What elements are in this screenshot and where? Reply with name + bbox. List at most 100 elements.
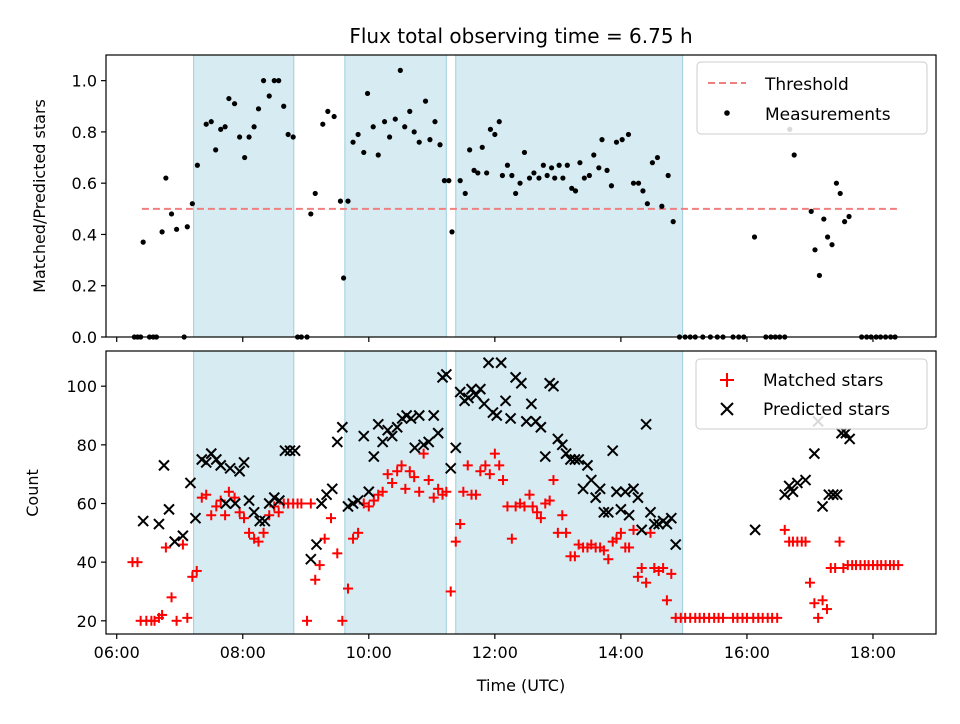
measurement-point [386, 134, 393, 140]
measurement-point [471, 167, 477, 173]
matched-star-point [428, 492, 439, 503]
predicted-star-point [305, 553, 317, 565]
y-tick-label: 20 [77, 612, 97, 631]
top-axes-frame [105, 54, 937, 338]
measurement-point [407, 108, 413, 114]
predicted-star-point [474, 383, 487, 395]
matched-star-point [809, 598, 820, 609]
matched-star-point [433, 483, 444, 494]
predicted-star-point [515, 377, 528, 389]
matched-star-point [494, 460, 505, 471]
predicted-star-point [520, 415, 533, 428]
measurement-point [345, 198, 351, 204]
measurement-point [560, 175, 566, 181]
measurement-point [670, 219, 676, 225]
measurement-point [536, 175, 542, 181]
predicted-star-point [835, 427, 848, 439]
shaded-interval-2 [455, 350, 684, 635]
predicted-star-point [547, 380, 560, 392]
predicted-star-point [386, 430, 398, 442]
matched-star-point [489, 448, 500, 459]
matched-star-point [353, 527, 364, 538]
matched-star-point [717, 612, 728, 623]
predicted-star-point [289, 445, 301, 457]
predicted-star-point [220, 497, 232, 510]
measurement-point [577, 160, 583, 166]
measurement-point [355, 131, 361, 138]
measurement-point [540, 162, 546, 168]
predicted-star-point [279, 445, 291, 457]
measurement-point [509, 172, 515, 179]
predicted-star-point [499, 395, 512, 407]
matched-star-point [400, 483, 411, 494]
measurement-point [255, 106, 262, 112]
measurement-point [140, 239, 146, 245]
bottom-shaded-intervals [193, 350, 684, 635]
predicted-star-point [648, 518, 660, 530]
measurement-point [260, 78, 267, 84]
matched-star-point [363, 501, 374, 512]
bottom-predicted-points [137, 357, 856, 565]
matched-star-point [561, 527, 572, 538]
predicted-star-point [635, 524, 648, 536]
measurement-point [222, 124, 228, 130]
measurement-point [654, 154, 661, 161]
measurement-point [833, 180, 840, 186]
predicted-star-point [791, 477, 804, 489]
matched-star-point [611, 533, 622, 544]
matched-star-point [615, 527, 626, 538]
matched-star-point [506, 533, 517, 544]
predicted-star-point [248, 506, 260, 519]
x-tick-label: 10:00 [346, 643, 392, 662]
measurement-point [441, 178, 448, 184]
measurement-point [552, 175, 558, 181]
measurement-point [816, 272, 823, 279]
measurement-point [812, 247, 818, 253]
legend-predicted-label: Predicted stars [763, 400, 890, 420]
matched-star-point [220, 510, 231, 521]
predicted-star-point [661, 518, 673, 530]
top-x-ticks [116, 337, 874, 342]
measurement-point [665, 172, 671, 179]
measurement-point [640, 188, 646, 194]
measurement-point [586, 172, 592, 179]
measurement-point [499, 172, 506, 179]
predicted-star-point [470, 389, 482, 401]
matched-star-point [628, 524, 639, 535]
matched-star-point [382, 469, 393, 480]
measurement-point [276, 78, 282, 84]
matched-star-point [772, 612, 783, 623]
predicted-star-point [816, 500, 829, 513]
matched-star-point [480, 460, 491, 471]
measurement-point [189, 201, 195, 207]
matched-star-point [779, 524, 790, 535]
predicted-star-point [504, 412, 517, 425]
predicted-star-point [391, 421, 403, 433]
predicted-star-point [627, 483, 640, 495]
predicted-star-point [238, 456, 250, 469]
matched-star-point [603, 554, 614, 565]
measurement-point [432, 119, 438, 125]
predicted-star-point [799, 474, 812, 486]
matched-star-point [527, 501, 538, 512]
matched-star-point [253, 536, 264, 547]
predicted-star-point [615, 503, 627, 516]
predicted-star-point [535, 421, 547, 433]
measurement-point [422, 98, 429, 104]
predicted-star-point [210, 453, 222, 466]
measurement-point [649, 160, 656, 166]
measurement-point [581, 175, 587, 181]
top-y-ticks: 0.0 0.2 0.4 0.6 0.8 1.0 [72, 72, 106, 347]
measurement-point [572, 188, 579, 194]
predicted-star-point [177, 530, 189, 542]
measurement-point [821, 216, 827, 222]
matched-star-point [171, 615, 182, 626]
measurement-point [340, 275, 347, 281]
measurement-point [168, 211, 175, 217]
predicted-star-point [539, 450, 551, 463]
top-y-axis-label: Matched/Predicted stars [30, 99, 49, 293]
matched-star-point [441, 486, 452, 497]
shaded-interval-0 [193, 350, 295, 635]
matched-star-point [310, 574, 321, 585]
